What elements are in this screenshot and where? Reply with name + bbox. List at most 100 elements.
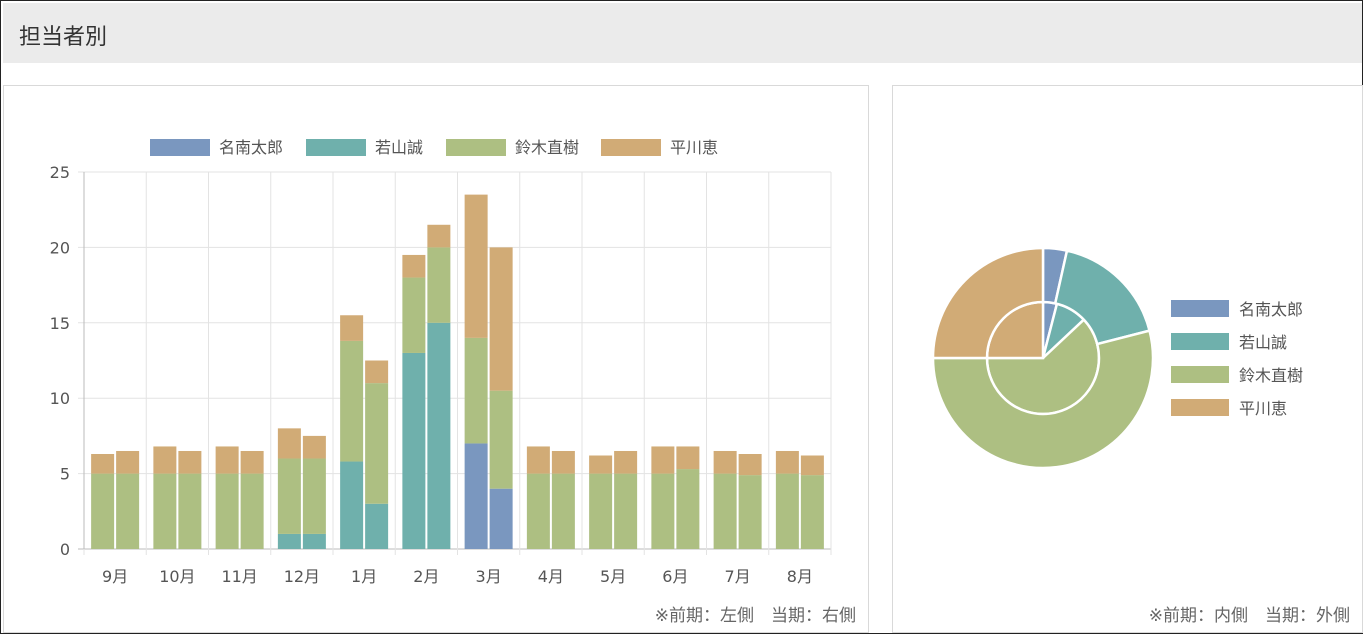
bar-previous-segment bbox=[153, 473, 177, 549]
bar-previous-segment bbox=[775, 473, 799, 549]
pie-chart-panel: 名南太郎若山誠鈴木直樹平川恵 ※前期：内側 当期：外側 bbox=[892, 85, 1363, 633]
bar-current-segment bbox=[551, 473, 575, 549]
bar-previous-segment bbox=[713, 473, 737, 549]
bar-current-segment bbox=[676, 446, 700, 470]
bar-previous-segment bbox=[464, 337, 488, 444]
bar-current-segment bbox=[551, 450, 575, 474]
x-tick-label: 1月 bbox=[351, 567, 377, 586]
pie-legend-swatch bbox=[1171, 399, 1229, 416]
bar-previous-segment bbox=[526, 446, 550, 474]
bar-previous-segment bbox=[713, 450, 737, 474]
x-tick-label: 12月 bbox=[284, 567, 320, 586]
bar-current-segment bbox=[178, 450, 202, 474]
x-tick-label: 8月 bbox=[787, 567, 813, 586]
y-tick-label: 25 bbox=[50, 163, 70, 182]
bar-previous-segment bbox=[402, 277, 426, 353]
pie-legend-swatch bbox=[1171, 366, 1229, 383]
bar-current-segment bbox=[302, 435, 326, 459]
page-title: 担当者別 bbox=[19, 25, 108, 50]
y-tick-label: 0 bbox=[60, 540, 70, 559]
outer-slice bbox=[931, 246, 1045, 360]
bar-previous-segment bbox=[215, 446, 239, 474]
stacked-bar-chart: 0 5 10 15 20 25 9月 10月 11月 12月 1月 2月 3月 4月 5月 6月 7月 8月 名南太… bbox=[50, 138, 832, 586]
bar-previous-segment bbox=[651, 446, 675, 474]
pie-legend-swatch bbox=[1171, 300, 1229, 317]
bar-current-segment bbox=[240, 473, 264, 549]
bar-current-segment bbox=[302, 458, 326, 534]
bar-previous-segment bbox=[340, 461, 364, 549]
legend-label: 名南太郎 bbox=[219, 138, 283, 157]
legend-label: 鈴木直樹 bbox=[515, 138, 579, 157]
x-tick-label: 5月 bbox=[600, 567, 626, 586]
bar-chart-note: ※前期：左側 当期：右側 bbox=[654, 606, 856, 626]
bar-previous-segment bbox=[340, 315, 364, 341]
pie-legend-label: 鈴木直樹 bbox=[1239, 366, 1303, 385]
bar-current-segment bbox=[489, 390, 513, 489]
bar-previous-segment bbox=[215, 473, 239, 549]
bar-previous-segment bbox=[277, 428, 301, 459]
y-tick-label: 10 bbox=[50, 389, 70, 408]
bar-current-segment bbox=[676, 469, 700, 549]
bar-previous-segment bbox=[277, 533, 301, 549]
bar-current-segment bbox=[489, 247, 513, 391]
bar-current-segment bbox=[116, 450, 140, 474]
legend-label: 若山誠 bbox=[375, 138, 423, 157]
bar-previous-segment bbox=[402, 254, 426, 278]
bar-current-segment bbox=[240, 450, 264, 474]
pie-chart-note: ※前期：内側 当期：外側 bbox=[1148, 606, 1350, 626]
bar-current-segment bbox=[178, 473, 202, 549]
legend-label: 平川恵 bbox=[670, 138, 718, 157]
bar-current-segment bbox=[365, 503, 389, 549]
bar-current-segment bbox=[427, 247, 451, 323]
bar-current-segment bbox=[614, 450, 638, 474]
bar-previous-segment bbox=[464, 194, 488, 338]
bar-current-segment bbox=[365, 383, 389, 504]
bar-previous-segment bbox=[589, 455, 613, 474]
bar-current-segment bbox=[427, 224, 451, 248]
bar-previous-segment bbox=[651, 473, 675, 549]
x-tick-label: 9月 bbox=[102, 567, 128, 586]
pie-legend-swatch bbox=[1171, 333, 1229, 350]
outer-slice bbox=[931, 329, 1155, 470]
bar-previous-segment bbox=[340, 340, 364, 462]
bar-current-segment bbox=[738, 475, 762, 549]
x-tick-label: 11月 bbox=[221, 567, 257, 586]
bar-current-segment bbox=[738, 453, 762, 476]
bar-previous-segment bbox=[402, 352, 426, 549]
bar-current-segment bbox=[116, 473, 140, 549]
bar-current-segment bbox=[800, 475, 824, 549]
bar-current-segment bbox=[302, 533, 326, 549]
legend-swatch bbox=[306, 139, 366, 156]
bar-current-segment bbox=[365, 360, 389, 384]
bar-current-segment bbox=[489, 488, 513, 549]
bar-previous-segment bbox=[277, 458, 301, 534]
x-tick-label: 2月 bbox=[413, 567, 439, 586]
y-tick-label: 15 bbox=[50, 314, 70, 333]
bar-previous-segment bbox=[464, 443, 488, 549]
bar-current-segment bbox=[614, 473, 638, 549]
bar-current-segment bbox=[800, 455, 824, 476]
bar-previous-segment bbox=[775, 450, 799, 474]
section-header: 担当者別 bbox=[3, 3, 1362, 63]
bar-chart-panel: 0 5 10 15 20 25 9月 10月 11月 12月 1月 2月 3月 4月 5月 6月 7月 8月 名南太… bbox=[3, 85, 869, 633]
y-tick-label: 20 bbox=[50, 238, 70, 257]
pie-legend-label: 平川恵 bbox=[1239, 399, 1287, 418]
x-tick-label: 10月 bbox=[159, 567, 195, 586]
bar-previous-segment bbox=[91, 473, 115, 549]
bar-current-segment bbox=[427, 322, 451, 549]
x-tick-label: 7月 bbox=[725, 567, 751, 586]
bar-previous-segment bbox=[153, 446, 177, 474]
pie-legend-label: 名南太郎 bbox=[1239, 300, 1303, 319]
legend-swatch bbox=[601, 139, 661, 156]
x-tick-label: 4月 bbox=[538, 567, 564, 586]
x-tick-label: 6月 bbox=[662, 567, 688, 586]
bar-previous-segment bbox=[91, 453, 115, 474]
legend-swatch bbox=[446, 139, 506, 156]
bar-previous-segment bbox=[526, 473, 550, 549]
pie-legend-label: 若山誠 bbox=[1239, 333, 1287, 352]
y-tick-label: 5 bbox=[60, 465, 70, 484]
x-tick-label: 3月 bbox=[476, 567, 502, 586]
bar-previous-segment bbox=[589, 473, 613, 549]
legend-swatch bbox=[150, 139, 210, 156]
